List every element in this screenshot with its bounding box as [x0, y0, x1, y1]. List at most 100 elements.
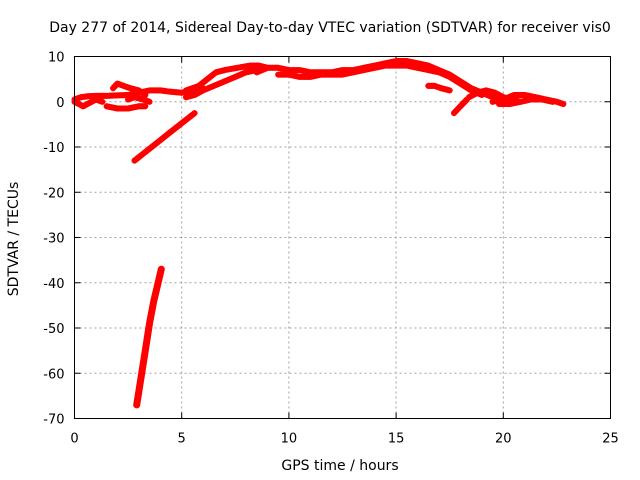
y-tick-label: -30: [43, 232, 64, 247]
data-point: [275, 64, 282, 71]
series-arc-bump-small: [125, 94, 153, 105]
data-point: [522, 97, 529, 104]
data-point: [216, 80, 223, 87]
data-point: [301, 68, 308, 75]
y-tick-label: -10: [43, 141, 64, 156]
series-arc-main-early: [71, 85, 207, 103]
data-point: [232, 73, 239, 80]
data-point: [435, 69, 442, 76]
data-point: [224, 66, 231, 73]
data-point: [514, 99, 521, 106]
data-point: [130, 104, 137, 111]
data-point: [363, 66, 370, 73]
data-point: [133, 103, 140, 110]
data-point: [366, 65, 373, 72]
data-point: [538, 96, 545, 103]
data-point: [438, 70, 445, 77]
data-point: [200, 87, 207, 94]
data-point: [221, 78, 228, 85]
data-point: [417, 65, 424, 72]
data-point: [143, 340, 150, 347]
series-arc-diagonal-mid: [131, 110, 198, 164]
data-point: [312, 72, 319, 79]
series-arc-low-left: [103, 103, 149, 112]
data-point: [414, 64, 421, 71]
data-point: [307, 73, 314, 80]
data-point: [142, 347, 149, 354]
series-arc-rising-mid-lower: [182, 67, 260, 101]
data-point: [468, 87, 475, 94]
data-point: [411, 64, 418, 71]
data-point: [368, 65, 375, 72]
data-point: [139, 367, 146, 374]
data-point: [148, 309, 155, 316]
y-tick-label: 10: [48, 51, 65, 66]
data-point: [502, 95, 509, 102]
data-point: [243, 69, 250, 76]
series-arc-plateau-low: [275, 62, 485, 98]
data-point: [446, 87, 453, 94]
y-tick-label: -50: [43, 322, 64, 337]
data-point: [277, 65, 284, 72]
series-arc-diagonal-steep: [133, 265, 165, 409]
data-point: [291, 72, 298, 79]
data-point: [189, 85, 196, 92]
data-point: [422, 66, 429, 73]
data-point: [146, 98, 153, 105]
data-point: [154, 284, 161, 291]
chart-title: Day 277 of 2014, Sidereal Day-to-day VTE…: [49, 20, 611, 36]
data-point: [285, 71, 292, 78]
data-point: [560, 101, 567, 108]
data-point: [344, 70, 351, 77]
series-arc-dip-18: [450, 96, 470, 117]
data-point: [248, 68, 255, 75]
data-point: [221, 67, 228, 74]
data-point: [146, 320, 153, 327]
data-point: [462, 97, 469, 104]
x-tick-label: 15: [388, 432, 405, 447]
data-point: [202, 86, 209, 93]
data-point: [213, 81, 220, 88]
data-point: [549, 98, 556, 105]
data-point: [525, 97, 532, 104]
data-point: [444, 72, 451, 79]
data-point: [492, 98, 499, 105]
data-point: [259, 67, 266, 74]
data-point: [151, 293, 158, 300]
data-point: [358, 67, 365, 74]
x-tick-label: 5: [178, 432, 186, 447]
data-point: [508, 93, 515, 100]
data-point: [106, 103, 113, 110]
data-point: [155, 279, 162, 286]
data-point: [224, 77, 231, 84]
data-point: [152, 288, 159, 295]
data-point: [231, 65, 238, 72]
data-point: [352, 68, 359, 75]
data-point: [546, 98, 553, 105]
data-point: [228, 65, 235, 72]
grid-lines: [74, 56, 611, 419]
data-point: [360, 67, 367, 74]
data-point: [339, 71, 346, 78]
data-point: [419, 65, 426, 72]
data-point: [425, 67, 432, 74]
data-point: [489, 98, 496, 105]
data-point: [293, 73, 300, 80]
data-point: [350, 69, 357, 76]
data-point: [208, 84, 215, 91]
x-tick-label: 10: [281, 432, 298, 447]
x-tick-label: 0: [70, 432, 78, 447]
data-point: [505, 94, 512, 101]
plot-frame: [74, 56, 611, 419]
data-point: [125, 105, 132, 112]
data-point: [158, 266, 165, 273]
series-arc-dip-left: [71, 96, 106, 110]
data-point: [178, 89, 185, 96]
data-point: [304, 68, 311, 75]
x-tick-label: 25: [602, 432, 619, 447]
data-point: [140, 361, 147, 368]
data-point: [99, 98, 106, 105]
data-point: [509, 100, 516, 107]
data-point: [144, 334, 151, 341]
